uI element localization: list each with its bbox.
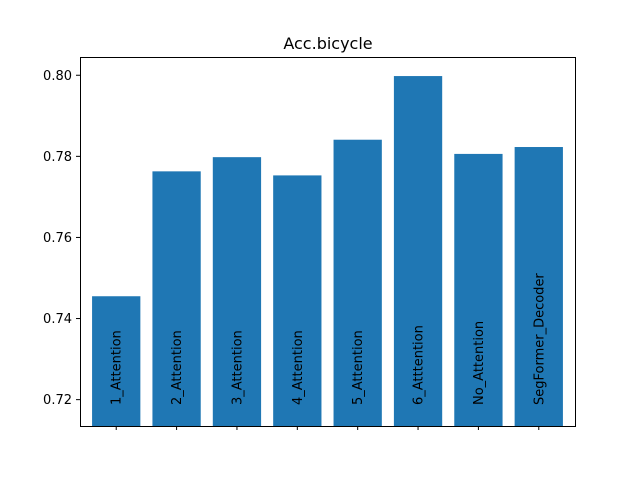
bar-4_Attention (273, 175, 322, 426)
bar-SegFormer_Decoder (514, 147, 563, 426)
chart-title: Acc.bicycle (283, 34, 372, 53)
bars-group (92, 76, 563, 426)
plot-frame (80, 57, 576, 427)
bar-5_Attention (333, 139, 382, 426)
bar-label-5_Attention: 5_Attention (351, 330, 366, 405)
y-axis-ticks: 0.72 0.74 0.76 0.78 0.80 (43, 69, 80, 408)
bar-labels-group: 1_Attention 2_Attention 3_Attention 4_Atten… (110, 273, 548, 405)
bar-No_Attention (454, 153, 503, 426)
bar-label-6_Atttention: 6_Atttention (412, 325, 427, 405)
y-tick-label-0.80: 0.80 (43, 69, 72, 84)
bar-label-1_Attention: 1_Attention (110, 330, 125, 405)
bar-1_Attention (92, 296, 141, 426)
bar-label-4_Attention: 4_Attention (291, 330, 306, 405)
bar-label-SegFormer_Decoder: SegFormer_Decoder (532, 273, 547, 405)
bar-6_Atttention (393, 76, 443, 426)
bar-2_Attention (152, 171, 201, 426)
y-tick-label-0.74: 0.74 (43, 312, 72, 327)
y-tick-label-0.72: 0.72 (43, 393, 72, 408)
bar-label-No_Attention: No_Attention (472, 321, 487, 405)
y-tick-label-0.76: 0.76 (43, 231, 72, 246)
bar-label-2_Attention: 2_Attention (170, 330, 185, 405)
bar-3_Attention (212, 157, 262, 426)
y-tick-label-0.78: 0.78 (43, 150, 72, 165)
bar-label-3_Attention: 3_Attention (230, 330, 245, 405)
